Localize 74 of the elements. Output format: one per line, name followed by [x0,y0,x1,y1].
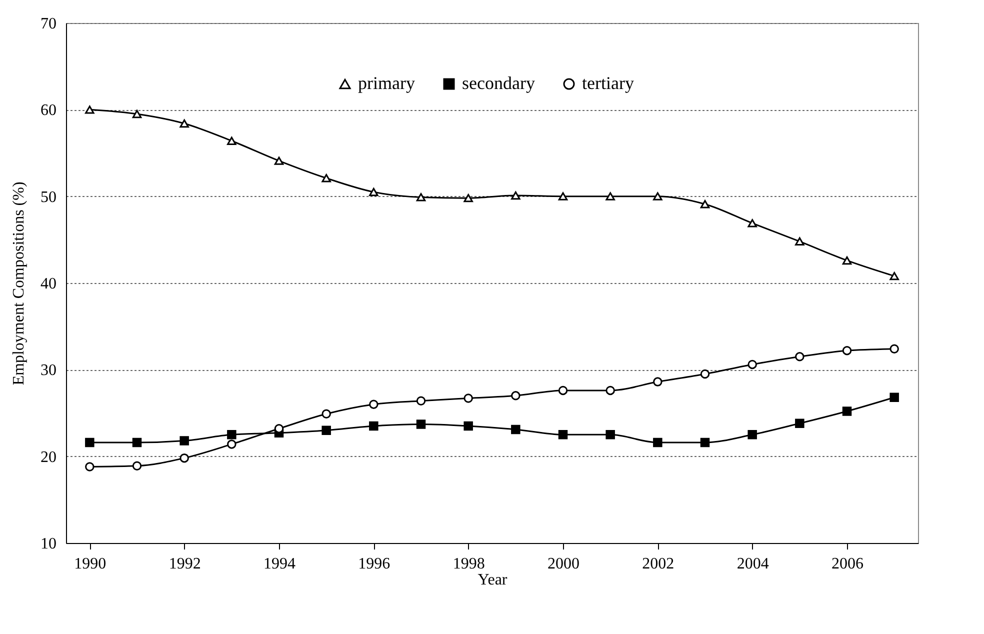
x-tick-label: 1992 [168,556,201,572]
x-tick-label: 2002 [642,556,674,572]
point [795,237,804,246]
point [274,424,284,434]
point [653,192,662,200]
point [890,344,899,354]
x-tick-label: 1990 [74,556,106,572]
point [322,174,331,182]
point [842,346,852,356]
point [748,430,757,440]
point [416,396,426,406]
y-tick-label: 10 [40,536,56,552]
point [653,377,662,386]
point [227,440,236,449]
point [227,136,236,145]
point [606,192,615,200]
point [132,438,142,448]
point [795,418,804,428]
point [227,430,236,440]
y-tick-label: 60 [40,102,56,120]
y-tick-label: 50 [40,188,56,206]
point [180,119,189,128]
x-tick-label: 2006 [832,556,864,572]
point [322,426,331,435]
y-tick-label: 70 [40,16,56,32]
y-tick-label: 30 [40,362,56,380]
point [606,386,615,396]
point [464,394,473,403]
point [795,352,804,362]
point [132,110,142,118]
x-tick-label: 1994 [264,556,296,572]
point [85,106,94,114]
point [748,219,757,228]
point [85,438,94,448]
point [558,386,568,396]
point [180,436,189,446]
point [700,200,710,208]
point [511,191,520,200]
legend-label: primary [358,73,415,93]
point [842,256,852,265]
legend-label: secondary [462,73,535,93]
point [558,430,568,440]
x-tick-label: 2000 [548,556,580,572]
x-axis-title: Year [478,572,508,588]
point [748,360,757,370]
y-tick-label: 20 [40,448,56,466]
point [890,392,899,402]
point [369,400,378,409]
point [700,369,710,379]
point [274,156,284,165]
point [606,430,615,440]
point [558,192,568,200]
legend-label: tertiary [582,73,634,93]
point [511,391,520,400]
x-tick-label: 2004 [736,556,769,572]
point [180,453,189,463]
point [132,461,142,470]
point [416,193,426,202]
x-tick-label: 1996 [358,556,390,572]
point [890,272,899,280]
point [464,421,473,431]
point [85,462,94,472]
point [842,406,852,416]
point [511,424,520,434]
point [416,420,426,429]
point [322,409,331,418]
point [369,188,378,196]
x-tick-label: 1998 [452,556,485,572]
point [700,438,710,448]
y-axis-title: Employment Compositions (%) [10,182,28,386]
point [464,194,473,202]
point [653,438,662,448]
point [369,421,378,431]
y-tick-label: 40 [40,276,56,292]
